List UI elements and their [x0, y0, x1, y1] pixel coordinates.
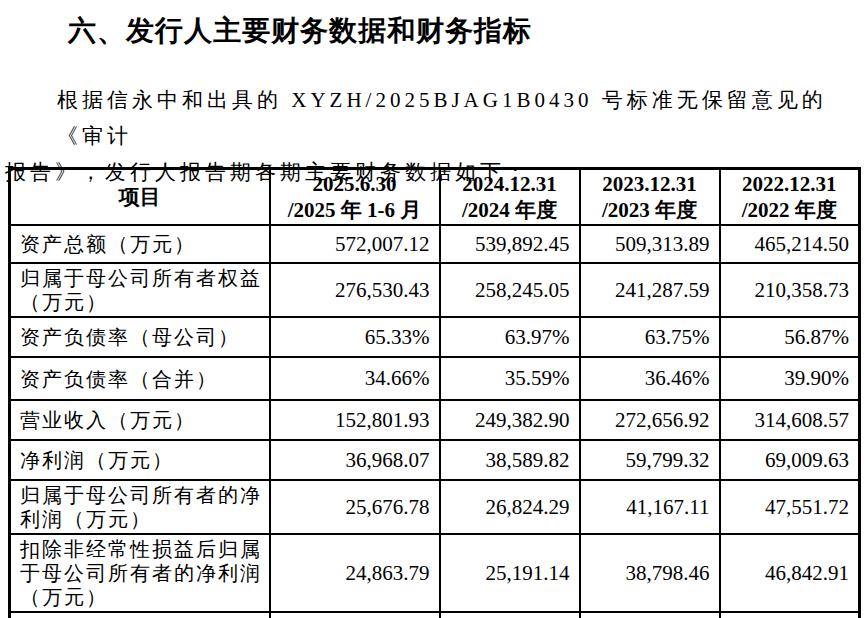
table-row: 归属于母公司所有者的净 利润（万元）25,676.7826,824.2941,1… — [10, 480, 860, 534]
cell-value — [580, 612, 720, 618]
cell-value: 249,382.90 — [440, 400, 580, 440]
row-label — [10, 612, 270, 618]
financial-data-table: 项目 2025.6.30 /2025 年 1-6 月 2024.12.31 /2… — [8, 167, 861, 618]
table-row: 营业收入（万元）152,801.93249,382.90272,656.9231… — [10, 400, 860, 440]
cell-value: 210,358.73 — [720, 263, 860, 317]
cell-value: 25,676.78 — [270, 480, 440, 534]
cell-value: 572,007.12 — [270, 225, 440, 263]
header-period-2023: 2023.12.31 /2023 年度 — [580, 169, 720, 226]
row-label: 营业收入（万元） — [10, 400, 270, 440]
section-heading: 六、发行人主要财务数据和财务指标 — [68, 12, 867, 50]
cell-value: 41,167.11 — [580, 480, 720, 534]
header-item-column: 项目 — [10, 169, 270, 226]
row-label: 扣除非经常性损益后归属 于母公司所有者的净利润 （万元） — [10, 534, 270, 612]
cell-value: 63.75% — [580, 317, 720, 357]
cell-value — [270, 612, 440, 618]
cell-value: 36,968.07 — [270, 440, 440, 480]
cell-value: 63.97% — [440, 317, 580, 357]
cell-value: 272,656.92 — [580, 400, 720, 440]
cell-value — [720, 612, 860, 618]
cell-value: 539,892.45 — [440, 225, 580, 263]
cell-value: 241,287.59 — [580, 263, 720, 317]
row-label: 归属于母公司所有者权益 （万元） — [10, 263, 270, 317]
cell-value: 152,801.93 — [270, 400, 440, 440]
cell-value: 26,824.29 — [440, 480, 580, 534]
cell-value: 47,551.72 — [720, 480, 860, 534]
table-row: 归属于母公司所有者权益 （万元）276,530.43258,245.05241,… — [10, 263, 860, 317]
cell-value: 59,799.32 — [580, 440, 720, 480]
table-header-row: 项目 2025.6.30 /2025 年 1-6 月 2024.12.31 /2… — [10, 169, 860, 226]
header-period-2024: 2024.12.31 /2024 年度 — [440, 169, 580, 226]
row-label: 资产负债率（母公司） — [10, 317, 270, 357]
table-row: 资产负债率（合并）34.66%35.59%36.46%39.90% — [10, 357, 860, 400]
document-page: { "page": { "heading": "六、发行人主要财务数据和财务指标… — [0, 0, 867, 618]
cell-value: 25,191.14 — [440, 534, 580, 612]
cell-value: 36.46% — [580, 357, 720, 400]
cell-value — [440, 612, 580, 618]
table-row: 扣除非经常性损益后归属 于母公司所有者的净利润 （万元）24,863.7925,… — [10, 534, 860, 612]
cell-value: 24,863.79 — [270, 534, 440, 612]
row-label: 资产负债率（合并） — [10, 357, 270, 400]
cell-value: 314,608.57 — [720, 400, 860, 440]
header-period-2025h1: 2025.6.30 /2025 年 1-6 月 — [270, 169, 440, 226]
cell-value: 69,009.63 — [720, 440, 860, 480]
table-row-partial — [10, 612, 860, 618]
cell-value: 46,842.91 — [720, 534, 860, 612]
table-row: 资产负债率（母公司）65.33%63.97%63.75%56.87% — [10, 317, 860, 357]
header-period-2022: 2022.12.31 /2022 年度 — [720, 169, 860, 226]
cell-value: 465,214.50 — [720, 225, 860, 263]
cell-value: 38,589.82 — [440, 440, 580, 480]
row-label: 净利润（万元） — [10, 440, 270, 480]
cell-value: 258,245.05 — [440, 263, 580, 317]
cell-value: 276,530.43 — [270, 263, 440, 317]
row-label: 归属于母公司所有者的净 利润（万元） — [10, 480, 270, 534]
cell-value: 65.33% — [270, 317, 440, 357]
intro-paragraph-line1: 根据信永中和出具的 XYZH/2025BJAG1B0430 号标准无保留意见的《… — [5, 82, 863, 154]
row-label: 资产总额（万元） — [10, 225, 270, 263]
cell-value: 56.87% — [720, 317, 860, 357]
table-row: 净利润（万元）36,968.0738,589.8259,799.3269,009… — [10, 440, 860, 480]
table-row: 资产总额（万元）572,007.12539,892.45509,313.8946… — [10, 225, 860, 263]
cell-value: 34.66% — [270, 357, 440, 400]
cell-value: 38,798.46 — [580, 534, 720, 612]
cell-value: 509,313.89 — [580, 225, 720, 263]
cell-value: 39.90% — [720, 357, 860, 400]
cell-value: 35.59% — [440, 357, 580, 400]
